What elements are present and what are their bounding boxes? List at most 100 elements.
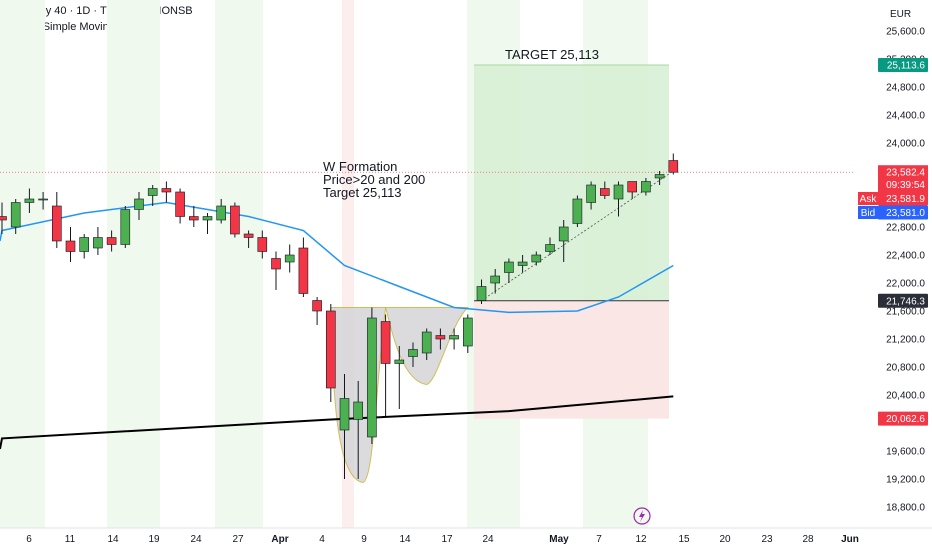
moving-averages [0,201,674,450]
candle-body [586,184,596,203]
date-tick-label: 20 [719,534,731,545]
date-tick-label: 11 [65,534,76,545]
ask-label: Ask [860,194,878,205]
sma20-line [0,201,674,314]
candle-body [202,216,213,221]
candle-body [147,188,158,196]
candle-body [408,349,418,357]
price-tick-label: 22,400.0 [886,251,925,262]
session-band [215,0,263,528]
candle-body [353,401,364,420]
candle-body [325,310,336,389]
candle-body [216,205,226,221]
date-axis: 6 11 14 19 24 27 Apr 4 9 14 17 24 May 7 12 15 20 23 28 Jun [0,507,932,545]
session-band [107,0,160,528]
price-tick-label: 25,600.0 [886,27,925,38]
stop-zone [474,300,669,419]
price-tick-label: 21,600.0 [886,307,925,318]
candle-body [599,188,610,196]
target-price-tag-bg [878,58,928,73]
price-tick-label: 22,800.0 [886,223,925,234]
candle-body [189,216,199,221]
candle-body [517,261,528,266]
entry-price-tag: 21,746.3 [886,296,925,307]
date-tick-label: 14 [399,534,411,545]
candle-body [38,198,48,201]
candle-body [435,335,446,340]
bid-label: Bid [861,208,875,219]
target-zone [474,65,669,301]
candle-body [613,184,624,200]
stop-price-tag: 20,062.6 [886,414,925,425]
ask-price-tag: 23,581.9 [886,194,925,205]
price-axis-bg [856,0,932,528]
ask-label-bg [858,192,878,205]
price-tick-label: 22,000.0 [886,279,925,290]
bid-price-tag: 23,581.0 [886,208,925,219]
date-tick-label: 12 [635,534,647,545]
candle-body [504,261,514,273]
price-tick-label: 20,400.0 [886,391,925,402]
price-tags: 25,113.6 23,582.409:39:54 Ask 23,581.9 Bid 23… [858,58,928,426]
candle-body [558,226,569,242]
price-tick-label: 20,800.0 [886,363,925,374]
candles [0,153,679,479]
date-tick-label: 23 [761,534,773,545]
sma200-line [0,395,674,450]
candle-body [641,181,651,193]
date-tick-label: 19 [148,534,160,545]
candle-body [654,174,665,179]
position-zones [0,64,855,419]
date-tick-label: 28 [802,534,814,545]
last-price-tag-bg [878,165,928,193]
candle-body [93,237,103,249]
bid-price-tag-bg [878,205,928,220]
target-price-tag: 25,113.6 [887,61,926,72]
candle-body [449,335,459,340]
price-axis: EUR25,600.025,200.024,800.024,400.024,00… [856,0,932,528]
candle-body [24,198,35,203]
w-formation-annotation-2: Price>20 and 200 [323,172,425,187]
date-tick-label: 7 [596,534,602,545]
price-tick-label: 24,000.0 [886,139,925,150]
w-formation-annotation-1: W Formation [323,159,397,174]
lightning-icon-glyph[interactable] [639,510,645,522]
date-tick-label: May [549,534,569,545]
date-tick-label: 27 [232,534,244,545]
lightning-icon[interactable] [633,507,651,525]
candle-body [161,188,172,193]
price-tick-label: 19,200.0 [886,475,925,486]
candle-body [380,321,391,364]
candle-body [462,317,473,347]
candle-body [257,237,268,252]
entry-price-tag-bg [878,293,928,308]
candle-body [668,160,679,173]
date-tick-label: 24 [190,534,202,545]
candle-body [106,237,117,245]
candle-body [134,198,144,210]
candle-body [271,258,281,270]
candle-body [51,205,62,242]
countdown-tag: 09:39:54 [886,180,925,191]
date-tick-label: 17 [441,534,453,545]
candle-body [0,216,7,221]
price-tick-label: 18,800.0 [886,503,925,514]
date-tick-label: 15 [678,534,690,545]
candle-body [230,205,240,235]
w-formation-annotation-3: Target 25,113 [323,185,402,200]
date-tick-label: 14 [107,534,119,545]
session-band [0,0,45,528]
price-tick-label: 19,600.0 [886,447,925,458]
date-tick-label: Apr [271,534,288,545]
date-tick-label: 24 [482,534,494,545]
date-tick-label: 4 [319,534,325,545]
price-tick-label: 24,400.0 [886,111,925,122]
candle-body [175,191,185,217]
candle-body [284,254,295,263]
bid-label-bg [858,206,878,219]
candle-body [243,233,254,238]
stop-price-tag-bg [878,411,928,426]
candle-body [312,300,322,312]
